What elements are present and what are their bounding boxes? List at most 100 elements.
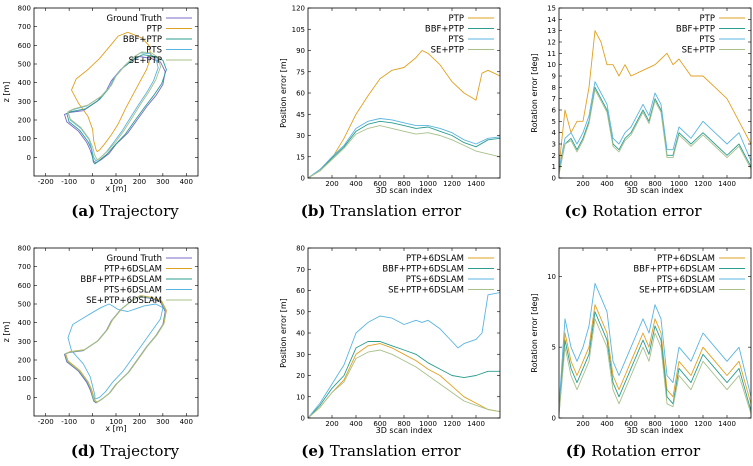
chart-b-ylabel: Position error [m] <box>279 58 288 128</box>
chart-e-xtick-4: 1000 <box>419 420 437 428</box>
chart-c-series-2 <box>559 81 751 169</box>
chart-c-ytick-15: 15 <box>547 5 556 13</box>
chart-e-legend-label-1: BBF+PTP+6DSLAM <box>382 265 464 275</box>
chart-b-legend-label-0: PTP <box>449 14 464 24</box>
chart-f-ytick-2: 10 <box>547 273 556 281</box>
chart-f-xtick-5: 1200 <box>694 420 712 428</box>
chart-f-legend-label-1: BBF+PTP+6DSLAM <box>633 265 715 275</box>
chart-d-series-3 <box>67 303 164 400</box>
chart-a-ytick-8: 800 <box>18 5 31 13</box>
chart-a-series-0 <box>64 56 166 164</box>
chart-a-xtick-4: 200 <box>133 178 146 186</box>
chart-a-xtick-3: 100 <box>109 178 122 186</box>
chart-f-legend-label-0: PTP+6DSLAM <box>657 254 715 264</box>
caption-d-letter: (d) <box>70 442 96 460</box>
chart-f-ytick-1: 5 <box>552 344 556 352</box>
chart-c-xtick-4: 1000 <box>670 180 688 188</box>
chart-c-xtick-5: 1200 <box>694 180 712 188</box>
chart-a-series-4 <box>67 51 161 161</box>
chart-e-xtick-0: 200 <box>325 420 338 428</box>
chart-e-ytick-7: 70 <box>296 266 305 274</box>
chart-b-xtick-2: 600 <box>373 180 386 188</box>
chart-b-series-0 <box>308 50 500 178</box>
chart-b-series-3 <box>308 125 500 178</box>
chart-b-xtick-0: 200 <box>325 180 338 188</box>
chart-a-series-2 <box>66 54 167 165</box>
chart-e-xtick-3: 800 <box>397 420 410 428</box>
chart-e-xtick-5: 1200 <box>443 420 461 428</box>
chart-c-xlabel: 3D scan index <box>627 186 684 195</box>
caption-b: (b) Translation error <box>296 202 466 220</box>
chart-e-ytick-1: 10 <box>296 393 305 401</box>
chart-c-ytick-2: 2 <box>552 152 556 160</box>
chart-e-series-1 <box>308 341 500 418</box>
caption-c-letter: (c) <box>564 202 588 220</box>
chart-c-xtick-2: 600 <box>624 180 637 188</box>
chart-d-series-group <box>64 295 167 404</box>
chart-a-ytick-4: 400 <box>18 79 31 87</box>
chart-e-ytick-0: 0 <box>301 415 305 423</box>
chart-f-rotation-error: 200 400 600 800 1000 1200 1400 0 5 10 3D scan inde… <box>530 247 752 435</box>
chart-d-xtick-3: 100 <box>109 418 122 426</box>
chart-c-series-0 <box>559 30 751 167</box>
chart-b-xtick-4: 1000 <box>419 180 437 188</box>
chart-f-legend-label-2: PTS+6DSLAM <box>657 275 715 285</box>
chart-f-series-group <box>559 282 751 416</box>
chart-a-legend-label-2: BBF+PTP <box>123 35 162 45</box>
chart-e-series-2 <box>308 292 500 418</box>
caption-f-letter: (f) <box>565 442 587 460</box>
chart-d-ytick-1: 100 <box>18 375 31 383</box>
chart-b-ytick-5: 75 <box>296 68 305 76</box>
chart-c-xtick-3: 800 <box>648 180 661 188</box>
chart-e-ytick-8: 80 <box>296 245 305 253</box>
chart-b-xtick-1: 400 <box>349 180 362 188</box>
chart-c-ytick-1: 1 <box>552 163 556 171</box>
chart-e-ytick-3: 30 <box>296 351 305 359</box>
chart-c-ytick-5: 5 <box>552 118 556 126</box>
chart-b-ytick-0: 0 <box>301 175 305 183</box>
chart-d-xtick-4: 200 <box>133 418 146 426</box>
chart-d-ytick-8: 800 <box>18 245 31 253</box>
chart-c-ytick-11: 11 <box>547 50 556 58</box>
chart-e-legend-label-0: PTP+6DSLAM <box>406 254 464 264</box>
chart-c-ytick-13: 13 <box>547 27 556 35</box>
caption-b-letter: (b) <box>300 202 326 220</box>
chart-b-ytick-1: 15 <box>296 153 305 161</box>
caption-d: (d) Trajectory <box>55 442 195 460</box>
chart-b-xlabel: 3D scan index <box>376 186 433 195</box>
chart-e-legend-label-3: SE+PTP+6DSLAM <box>388 286 464 296</box>
chart-d-legend-label-4: SE+PTP+6DSLAM <box>86 296 162 306</box>
chart-d-ytick-2: 200 <box>18 357 31 365</box>
chart-a-ytick-1: 100 <box>18 135 31 143</box>
chart-b-ytick-2: 30 <box>296 132 305 140</box>
chart-f-series-0 <box>559 304 751 411</box>
chart-c-legend-label-3: SE+PTP <box>682 46 715 56</box>
chart-b-ytick-8: 120 <box>292 5 305 13</box>
chart-b-legend-label-3: SE+PTP <box>431 46 464 56</box>
chart-d-series-1 <box>65 295 167 403</box>
chart-a-legend-label-3: PTS <box>146 46 162 56</box>
chart-d-legend-label-1: PTP+6DSLAM <box>104 265 162 275</box>
chart-f-series-1 <box>559 311 751 414</box>
chart-b-ytick-4: 60 <box>296 90 305 98</box>
chart-f-xlabel: 3D scan index <box>627 426 684 435</box>
chart-b-legend-label-2: PTS <box>448 35 464 45</box>
chart-c-ytick-0: 0 <box>552 175 556 183</box>
chart-e-ytick-4: 40 <box>296 330 305 338</box>
chart-a-series-group <box>64 31 167 165</box>
chart-e-ytick-2: 20 <box>296 372 305 380</box>
chart-f-ylabel: Rotation error [deg] <box>530 293 539 372</box>
chart-e-series-group <box>308 292 500 418</box>
chart-d-trajectory: -200 -100 0 100 200 300 400 0 100 200 300 400 500 600… <box>2 245 199 433</box>
chart-a-xlabel: x [m] <box>105 184 126 193</box>
chart-c-ytick-14: 14 <box>547 16 556 24</box>
chart-b-xtick-6: 1400 <box>467 180 485 188</box>
chart-b-xtick-5: 1200 <box>443 180 461 188</box>
caption-e-letter: (e) <box>301 442 326 460</box>
chart-d-ytick-5: 500 <box>18 301 31 309</box>
chart-c-ytick-6: 6 <box>552 107 557 115</box>
chart-a-frame <box>33 7 199 177</box>
chart-e-xtick-6: 1400 <box>467 420 485 428</box>
chart-a-ytick-0: 0 <box>27 154 31 162</box>
chart-f-xtick-4: 1000 <box>670 420 688 428</box>
